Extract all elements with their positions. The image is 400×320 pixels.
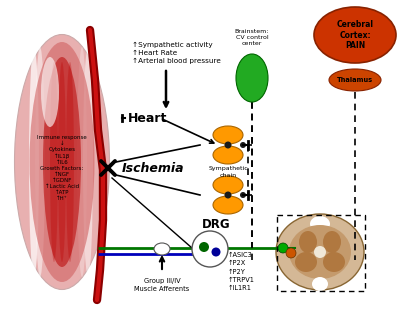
Text: Immune response
↓
Cytokines
↑IL1β
↑IL6
Growth Factors:
↑NGF
↑GDNF
↑Lactic Acid
↑: Immune response ↓ Cytokines ↑IL1β ↑IL6 G… (37, 135, 87, 201)
Circle shape (240, 142, 246, 148)
Text: Ischemia: Ischemia (122, 162, 184, 174)
Ellipse shape (213, 146, 243, 164)
Circle shape (314, 246, 326, 258)
Ellipse shape (213, 126, 243, 144)
Circle shape (286, 248, 296, 258)
Circle shape (212, 247, 220, 257)
Text: Brainstem:
CV control
center: Brainstem: CV control center (235, 28, 269, 46)
Ellipse shape (312, 277, 328, 291)
Ellipse shape (83, 47, 93, 277)
Text: Thalamus: Thalamus (337, 77, 373, 83)
Circle shape (278, 243, 288, 253)
Text: Heart: Heart (128, 111, 167, 124)
Text: ↑Sympathetic activity
↑Heart Rate
↑Arterial blood pressure: ↑Sympathetic activity ↑Heart Rate ↑Arter… (132, 42, 221, 64)
Circle shape (240, 192, 246, 198)
Text: DRG: DRG (202, 218, 231, 230)
Text: Group III/IV
Muscle Afferents: Group III/IV Muscle Afferents (134, 278, 190, 292)
Circle shape (199, 242, 209, 252)
Circle shape (224, 191, 232, 198)
Ellipse shape (154, 243, 170, 255)
Circle shape (224, 141, 232, 148)
Ellipse shape (35, 47, 45, 277)
Circle shape (192, 231, 228, 267)
Ellipse shape (289, 225, 351, 279)
Ellipse shape (236, 54, 268, 102)
Ellipse shape (41, 57, 59, 127)
Ellipse shape (43, 57, 81, 267)
Ellipse shape (14, 35, 110, 290)
Ellipse shape (276, 214, 364, 290)
Ellipse shape (299, 231, 317, 253)
Ellipse shape (323, 231, 341, 253)
Ellipse shape (329, 69, 381, 91)
Text: Sympathetic
chain: Sympathetic chain (208, 166, 248, 178)
Ellipse shape (29, 47, 39, 277)
Ellipse shape (295, 252, 317, 272)
Bar (277, 215, 365, 291)
Ellipse shape (314, 7, 396, 63)
Ellipse shape (30, 42, 94, 282)
Text: Cerebral
Cortex:
PAIN: Cerebral Cortex: PAIN (336, 20, 374, 50)
Ellipse shape (77, 47, 87, 277)
Ellipse shape (66, 62, 74, 262)
Ellipse shape (213, 196, 243, 214)
Ellipse shape (310, 216, 330, 232)
Ellipse shape (58, 62, 66, 262)
Ellipse shape (50, 62, 58, 262)
Ellipse shape (213, 176, 243, 194)
Text: ↑ASIC3
↑P2X
↑P2Y
↑TRPV1
↑IL1R1: ↑ASIC3 ↑P2X ↑P2Y ↑TRPV1 ↑IL1R1 (228, 252, 255, 291)
Ellipse shape (323, 252, 345, 272)
